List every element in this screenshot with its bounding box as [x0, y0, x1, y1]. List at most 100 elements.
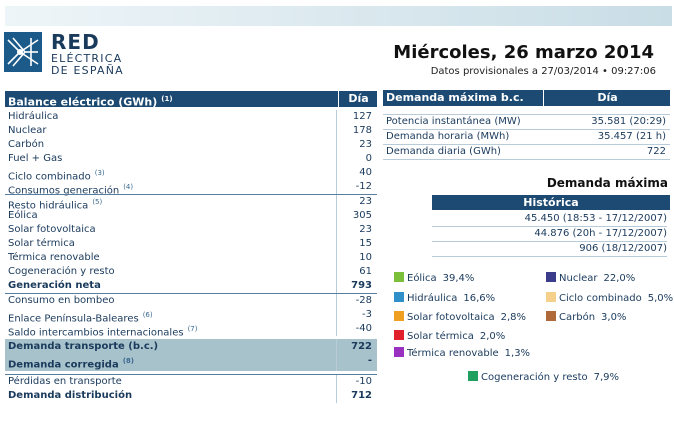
balance-row-label: Térmica renovable: [8, 252, 100, 263]
legend-item: Solar térmica 2,0%: [394, 330, 505, 344]
legend-item: Térmica renovable 1,3%: [394, 347, 530, 361]
legend-swatch: [546, 311, 556, 321]
demand-table: Demanda máxima b.c. Día Potencia instant…: [383, 90, 670, 160]
balance-row-label: Saldo intercambios internacionales (7): [8, 325, 198, 339]
balance-row-label: Demanda corregida (8): [8, 357, 134, 371]
balance-row: Hidráulica 127: [5, 110, 377, 124]
balance-row-value: 793: [351, 280, 372, 291]
legend-label: Solar térmica: [407, 331, 474, 342]
balance-row: Carbón 23: [5, 138, 377, 152]
logo-line1: RED: [51, 30, 100, 54]
legend-percent: 1,3%: [504, 348, 531, 359]
balance-row-value: 722: [351, 341, 372, 352]
balance-header-day: Día: [338, 91, 378, 107]
demand-header-day: Día: [543, 90, 671, 106]
max-demand-title: Demanda máxima: [546, 176, 668, 190]
legend-item: Ciclo combinado 5,0%: [546, 292, 673, 306]
balance-row: Fuel + Gas 0: [5, 152, 377, 166]
ree-logo[interactable]: RED ELÉCTRICA DE ESPAÑA: [4, 32, 164, 78]
legend-percent: 2,0%: [479, 331, 506, 342]
balance-row-value: -40: [355, 323, 372, 334]
balance-row-value: 305: [352, 210, 372, 221]
balance-row-value: -12: [355, 181, 372, 192]
legend-label: Carbón: [559, 312, 596, 323]
balance-row: Resto hidráulica (5) 23: [5, 194, 377, 211]
legend-percent: 2,8%: [500, 312, 527, 323]
balance-row: Térmica renovable 10: [5, 251, 377, 265]
balance-row-value: -3: [362, 309, 372, 320]
data-timestamp: Datos provisionales a 27/03/2014 • 09:27…: [430, 66, 656, 77]
demand-row-value: 35.581 (20:29): [591, 116, 666, 127]
legend-swatch: [394, 272, 404, 282]
balance-row-value: 0: [365, 153, 372, 164]
legend-item: Nuclear 22,0%: [546, 272, 635, 286]
legend-percent: 22,0%: [603, 273, 636, 284]
balance-row: Eólica 305: [5, 209, 377, 223]
balance-row-label: Consumos generación (4): [8, 183, 134, 197]
legend-label: Térmica renovable: [407, 348, 499, 359]
balance-row-value: 10: [359, 252, 372, 263]
balance-row-label: Enlace Península-Baleares (6): [8, 311, 153, 325]
balance-row-label: Ciclo combinado (3): [8, 169, 105, 183]
historic-row: 44.876 (20h - 17/12/2007): [432, 227, 667, 242]
balance-row-value: 61: [359, 266, 372, 277]
legend-swatch: [394, 311, 404, 321]
balance-row: Saldo intercambios internacionales (7) -40: [5, 322, 377, 338]
balance-row: Solar térmica 15: [5, 237, 377, 251]
balance-row: Cogeneración y resto 61: [5, 265, 377, 279]
balance-row: Demanda transporte (b.c.) 722: [5, 339, 377, 355]
page-title: Miércoles, 26 marzo 2014: [393, 42, 654, 63]
balance-row-label: Solar térmica: [8, 238, 75, 249]
legend-swatch: [546, 292, 556, 302]
ree-logo-icon: [4, 32, 42, 72]
balance-row: Solar fotovoltaica 23: [5, 223, 377, 237]
balance-row-label: Generación neta: [8, 280, 101, 291]
balance-row-value: -28: [355, 295, 372, 306]
balance-row-value: 23: [359, 224, 372, 235]
demand-header-label: Demanda máxima b.c.: [386, 91, 524, 104]
legend-label: Cogeneración y resto: [481, 372, 588, 383]
balance-row-label: Pérdidas en transporte: [8, 376, 122, 387]
balance-row-label: Consumo en bombeo: [8, 295, 115, 306]
balance-row: Consumos generación (4) -12: [5, 180, 377, 196]
demand-header: Demanda máxima b.c. Día: [383, 90, 670, 106]
balance-row-value: -: [367, 355, 372, 366]
balance-row: Pérdidas en transporte -10: [5, 374, 377, 389]
legend-label: Solar fotovoltaica: [407, 312, 495, 323]
demand-row: Demanda diaria (GWh) 722: [383, 145, 670, 160]
balance-row-label: Resto hidráulica (5): [8, 198, 103, 212]
legend-item: Eólica 39,4%: [394, 272, 474, 286]
logo-line2: ELÉCTRICA: [51, 52, 123, 65]
legend-label: Hidráulica: [407, 293, 458, 304]
demand-row-value: 722: [646, 146, 666, 157]
historic-header: Histórica: [432, 195, 670, 210]
balance-row-label: Nuclear: [8, 125, 47, 136]
legend-item: Carbón 3,0%: [546, 311, 626, 325]
demand-row-label: Demanda horaria (MWh): [386, 131, 510, 142]
legend-label: Eólica: [407, 273, 437, 284]
balance-row: Nuclear 178: [5, 124, 377, 138]
legend-percent: 16,6%: [463, 293, 496, 304]
balance-row-value: 127: [352, 111, 372, 122]
balance-row-label: Carbón: [8, 139, 45, 150]
legend-swatch: [546, 272, 556, 282]
demand-row-label: Potencia instantánea (MW): [386, 116, 521, 127]
balance-row-value: 712: [351, 390, 372, 401]
balance-header: Balance eléctrico (GWh) (1) Día: [5, 91, 378, 109]
legend-percent: 39,4%: [442, 273, 475, 284]
balance-header-label: Balance eléctrico (GWh) (1): [8, 95, 173, 109]
legend-percent: 5,0%: [647, 293, 674, 304]
balance-row-label: Hidráulica: [8, 111, 59, 122]
historic-row: 906 (18/12/2007): [432, 242, 667, 257]
legend-item: Solar fotovoltaica 2,8%: [394, 311, 526, 325]
balance-row-value: 40: [359, 167, 372, 178]
balance-row-value: 178: [352, 125, 372, 136]
balance-row: Demanda corregida (8) -: [5, 355, 377, 371]
logo-line3: DE ESPAÑA: [51, 64, 124, 77]
legend-label: Ciclo combinado: [559, 293, 642, 304]
historic-row: 45.450 (18:53 - 17/12/2007): [432, 212, 667, 227]
legend-swatch: [394, 330, 404, 340]
balance-row: Enlace Península-Baleares (6) -3: [5, 308, 377, 324]
balance-row-value: 15: [359, 238, 372, 249]
balance-row-value: 23: [359, 139, 372, 150]
